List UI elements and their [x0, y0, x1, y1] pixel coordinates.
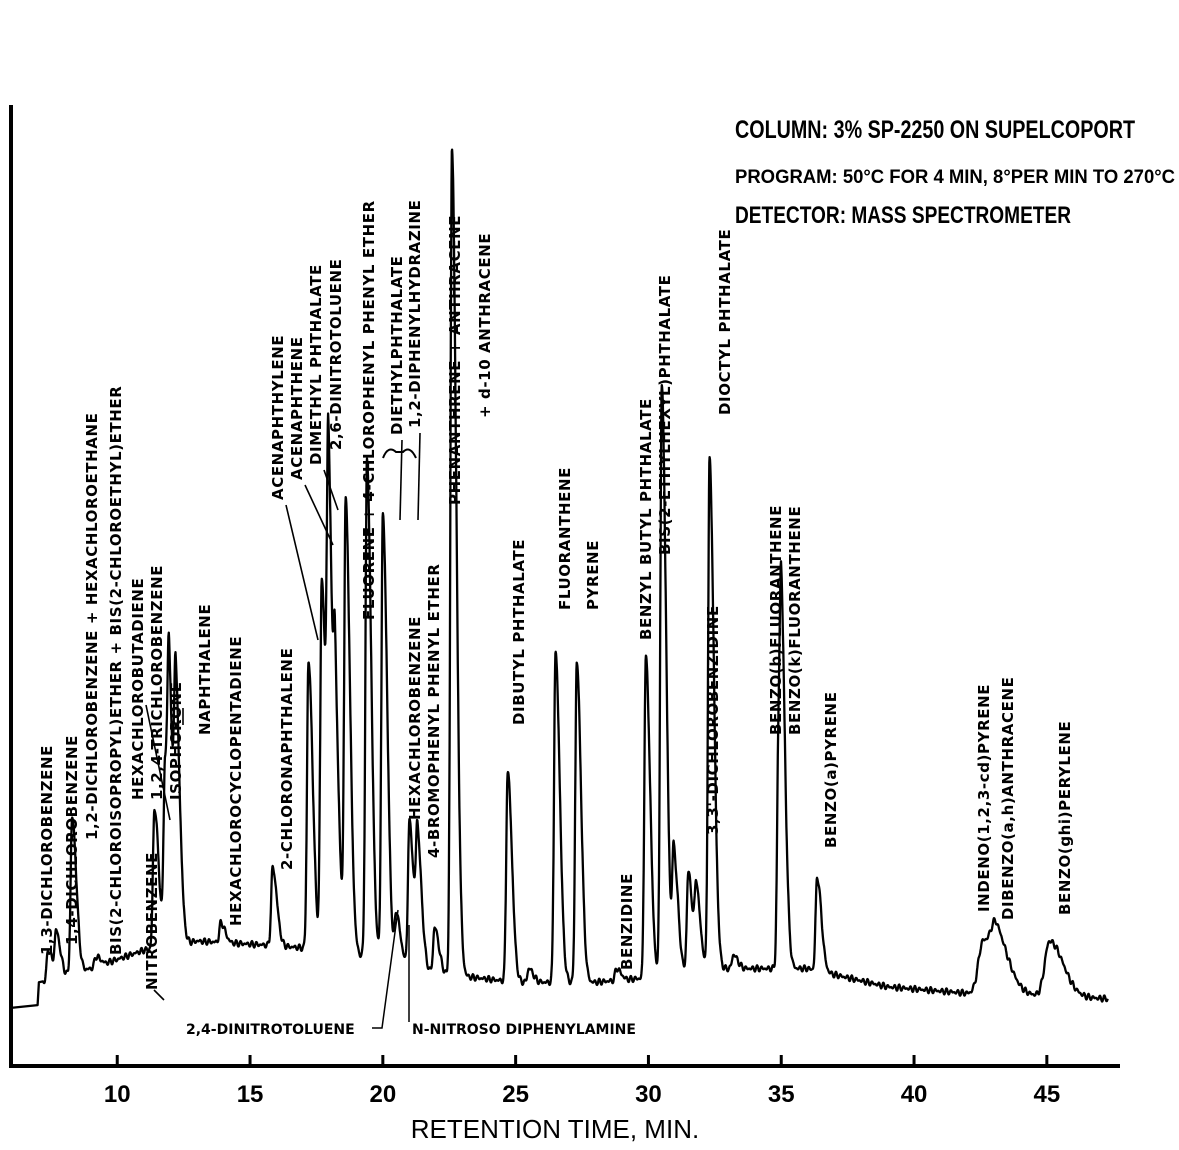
peak-label-36: BENZO(k)FLUORANTHENE [786, 506, 804, 735]
label-leader-4 [304, 484, 334, 546]
peak-labels: 1,3-DICHLOROBENZENE 1,4-DICHLOROBENZENE 1,… [38, 200, 1074, 1001]
peak-label-2: 1,2-DICHLOROBENZENE + HEXACHLOROETHANE [83, 413, 101, 841]
peak-label-21: PHENANTHRENE + ANTHRACENE [446, 215, 464, 505]
peak-label-35: BENZO(b)FLUORANTHENE [767, 505, 785, 735]
peak-label-11: ACENAPHTHYLENE [269, 335, 287, 500]
annotation-24-dinitrotoluene: 2,4-DINITROTOLUENE [186, 1022, 355, 1038]
peak-label-19: HEXACHLOROBENZENE [406, 616, 424, 820]
label-leader-1 [145, 704, 171, 821]
peak-label-26: PYRENE [584, 540, 602, 610]
peak-label-29: BIS(2-ETHYLHEXYL)PHTHALATE [656, 275, 674, 555]
x-tick-label-25: 25 [502, 1081, 529, 1108]
peak-label-3: BIS(2-CHLOROISOPROPYL)ETHER + BIS(2-CHLO… [107, 386, 125, 955]
peak-label-39: DIBENZO(a,h)ANTHRACENE [999, 677, 1017, 920]
x-tick-label-40: 40 [901, 1081, 928, 1108]
label-leader-5 [323, 469, 339, 511]
label-leader-7 [417, 432, 421, 521]
chromatogram-trace [10, 148, 1109, 1010]
peak-label-31: 3,3'-DICHLOROBENZIDINE [704, 605, 722, 835]
annotation-n-nitroso-diphenylamine: N-NITROSO DIPHENYLAMINE [412, 1022, 636, 1038]
peak-label-38: INDENO(1,2,3-cd)PYRENE [975, 684, 993, 912]
peak-label-7: ISOPHORONE [167, 681, 185, 800]
peak-label-9: HEXACHLOROCYCLOPENTADIENE [227, 636, 245, 926]
peak-label-6: 1,2,4-TRICHLOROBENZENE [148, 565, 166, 800]
x-tick-label-35: 35 [768, 1081, 795, 1108]
condition-column: COLUMN: 3% SP-2250 ON SUPELCOPORT [735, 116, 1135, 144]
peak-label-28: BENZYL BUTYL PHTHALATE [637, 398, 655, 640]
peak-label-0: 1,3-DICHLOROBENZENE [38, 745, 56, 955]
peak-label-5: HEXACHLOROBUTADIENE [129, 578, 147, 800]
peak-label-14: 2,6-DINITROTOLUENE [327, 258, 345, 450]
peak-label-27: BENZIDINE [618, 873, 636, 970]
annotation-nitroso: N-NITROSO DIPHENYLAMINE [408, 925, 636, 1038]
x-tick-label-15: 15 [237, 1081, 264, 1108]
brace-19-20-min [382, 448, 417, 459]
peak-label-12: ACENAPHTHENE [288, 336, 306, 480]
annotation-dinitrotoluene: 2,4-DINITROTOLUENE [186, 909, 399, 1038]
axes [9, 105, 1120, 1068]
x-tick-label-20: 20 [369, 1081, 396, 1108]
peak-label-15: FLUORENE + 4-CHLOROPHENYL PHENYL ETHER [360, 200, 378, 620]
annotation-24-dinitrotoluene-leader [372, 909, 399, 1029]
peak-label-33: DIOCTYL PHTHALATE [716, 229, 734, 415]
x-tick-label-10: 10 [104, 1081, 131, 1108]
label-leader-6 [399, 439, 403, 521]
peak-label-20: 4-BROMOPHENYL PHENYL ETHER [425, 564, 443, 858]
condition-detector: DETECTOR: MASS SPECTROMETER [735, 202, 1071, 229]
peak-label-4: NITROBENZENE [143, 852, 161, 990]
peak-label-8: NAPHTHALENE [196, 604, 214, 735]
x-axis-title: RETENTION TIME, MIN. [411, 1114, 699, 1144]
x-tick-label-45: 45 [1033, 1081, 1060, 1108]
peak-label-16: DIETHYLPHTHALATE [388, 255, 406, 435]
peak-label-40: BENZO(ghi)PERYLENE [1056, 721, 1074, 915]
peak-label-10: 2-CHLORONAPHTHALENE [278, 648, 296, 870]
peak-label-37: BENZO(a)PYRENE [822, 691, 840, 848]
peak-label-23: DIBUTYL PHTHALATE [510, 539, 528, 725]
peak-label-13: DIMETHYL PHTHALATE [307, 264, 325, 465]
label-leader-0 [153, 989, 165, 1001]
peak-label-22: + d-10 ANTHRACENE [476, 233, 494, 418]
x-ticks: 10 15 20 25 30 35 40 45 [104, 1055, 1060, 1108]
peak-label-17: 1,2-DIPHENYLHYDRAZINE [406, 200, 424, 428]
x-tick-label-30: 30 [635, 1081, 662, 1108]
peak-label-25: FLUORANTHENE [556, 467, 574, 610]
label-leader-3 [285, 504, 319, 641]
condition-program: PROGRAM: 50°C FOR 4 MIN, 8°PER MIN TO 27… [735, 167, 1175, 188]
peak-label-1: 1,4-DICHLOROBENZENE [63, 735, 81, 945]
